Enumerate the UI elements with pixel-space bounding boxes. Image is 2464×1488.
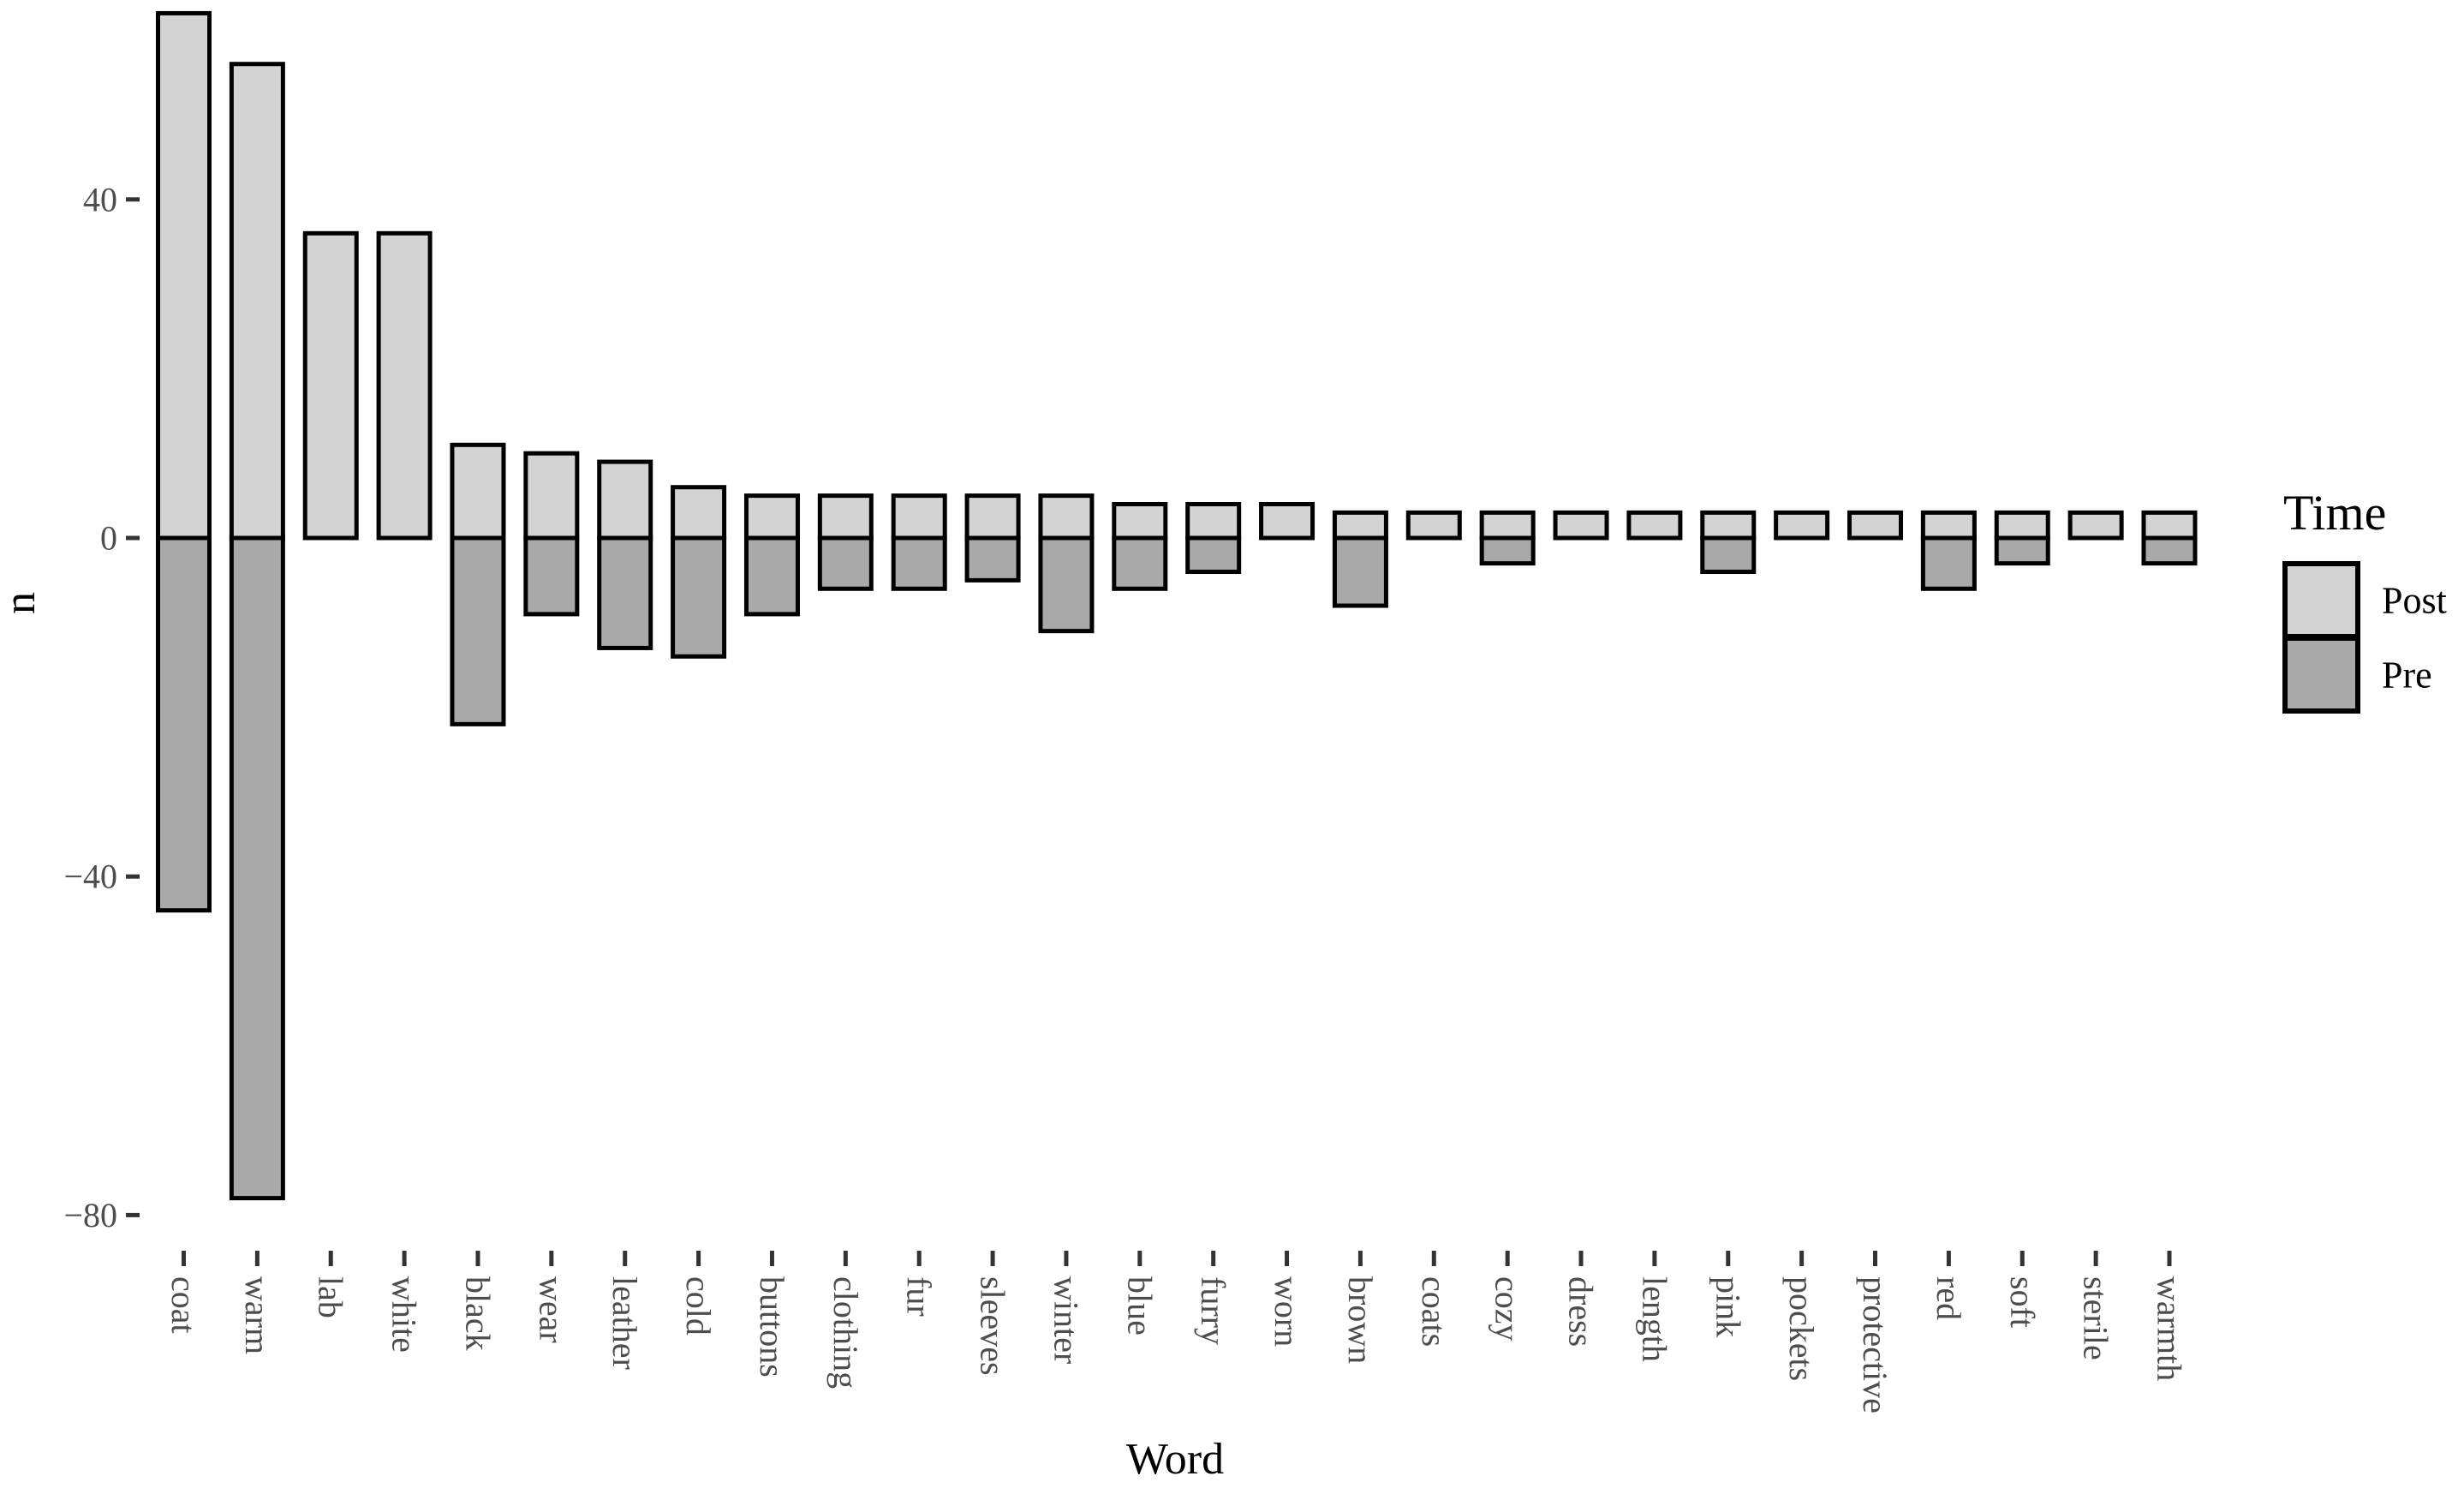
x-axis-label-worn: worn: [1268, 1276, 1306, 1347]
bar-post-blue: [1112, 501, 1168, 541]
bar-pre-wear: [523, 535, 580, 617]
x-axis-label-warm: warm: [238, 1276, 277, 1354]
bar-post-fur: [891, 493, 947, 541]
bar-post-clothing: [817, 493, 874, 541]
legend-key-post: [2282, 561, 2360, 639]
x-axis-label-sterile: sterile: [2077, 1276, 2115, 1360]
bar-post-pink: [1700, 510, 1757, 541]
x-axis-label-warmth: warmth: [2150, 1276, 2188, 1381]
x-axis-label-winter: winter: [1047, 1276, 1085, 1364]
bar-post-warm: [229, 62, 285, 541]
bar-pre-warmth: [2141, 535, 2198, 566]
x-axis-label-pink: pink: [1709, 1276, 1747, 1337]
x-axis-label-white: white: [385, 1276, 424, 1353]
x-axis-label-sleeves: sleeves: [974, 1276, 1012, 1376]
bar-pre-blue: [1112, 535, 1168, 591]
bar-pre-pink: [1700, 535, 1757, 575]
y-axis-tick-label: 0: [100, 519, 117, 558]
bar-post-winter: [1038, 493, 1095, 541]
x-axis-label-coats: coats: [1415, 1276, 1453, 1347]
bar-post-sleeves: [964, 493, 1021, 541]
x-axis-label-red: red: [1930, 1276, 1968, 1320]
x-axis-label-coat: coat: [164, 1276, 203, 1334]
bar-post-red: [1920, 510, 1977, 541]
y-axis-title: n: [0, 592, 45, 614]
x-axis-label-clothing: clothing: [826, 1276, 865, 1389]
x-axis-label-brown: brown: [1341, 1276, 1380, 1364]
y-axis-tick-label: −80: [63, 1196, 117, 1234]
legend-title: Time: [2283, 485, 2386, 541]
bar-pre-cozy: [1479, 535, 1536, 566]
y-axis-tick-label: −40: [63, 858, 117, 896]
x-axis-label-wear: wear: [532, 1276, 570, 1343]
bar-post-brown: [1332, 510, 1388, 541]
legend-key-pre: [2282, 636, 2360, 714]
bar-post-buttons: [743, 493, 800, 541]
legend-label-post: Post: [2382, 580, 2447, 622]
x-axis-label-length: length: [1635, 1276, 1673, 1362]
legend-label-pre: Pre: [2382, 654, 2432, 696]
bar-pre-clothing: [817, 535, 874, 591]
bar-pre-soft: [1994, 535, 2050, 566]
bar-pre-sleeves: [964, 535, 1021, 583]
bar-post-leather: [597, 459, 653, 541]
bar-post-pockets: [1774, 510, 1830, 541]
bar-post-coats: [1405, 510, 1462, 541]
bar-post-coat: [156, 10, 212, 541]
bar-post-black: [450, 442, 506, 541]
bar-post-lab: [302, 230, 359, 541]
bar-post-sterile: [2067, 510, 2124, 541]
x-axis-label-cold: cold: [679, 1276, 718, 1336]
bar-pre-buttons: [743, 535, 800, 617]
bar-pre-leather: [597, 535, 653, 650]
bar-pre-brown: [1332, 535, 1388, 608]
x-axis-label-furry: furry: [1194, 1276, 1232, 1345]
bar-post-furry: [1185, 501, 1242, 541]
x-axis-label-dress: dress: [1562, 1276, 1601, 1347]
bar-post-warmth: [2141, 510, 2198, 541]
bar-post-white: [376, 230, 433, 541]
x-axis-label-lab: lab: [312, 1276, 350, 1318]
x-axis-label-cozy: cozy: [1489, 1276, 1527, 1342]
y-axis-tick-label: 40: [83, 180, 117, 218]
bar-pre-black: [450, 535, 506, 726]
bar-pre-cold: [671, 535, 727, 659]
bar-pre-winter: [1038, 535, 1095, 634]
x-axis-label-buttons: buttons: [753, 1276, 791, 1377]
bar-pre-red: [1920, 535, 1977, 591]
x-axis-label-blue: blue: [1120, 1276, 1159, 1336]
bar-post-worn: [1259, 501, 1316, 541]
bar-pre-fur: [891, 535, 947, 591]
bar-pre-warm: [229, 535, 285, 1201]
x-axis-label-soft: soft: [2003, 1276, 2042, 1328]
bar-post-protective: [1847, 510, 1904, 541]
bar-post-cozy: [1479, 510, 1536, 541]
x-axis-label-black: black: [458, 1276, 497, 1351]
x-axis-label-fur: fur: [900, 1276, 939, 1317]
x-axis-label-pockets: pockets: [1782, 1276, 1821, 1381]
bar-post-wear: [523, 451, 580, 541]
bar-post-soft: [1994, 510, 2050, 541]
bar-pre-coat: [156, 535, 212, 913]
bar-post-dress: [1553, 510, 1609, 541]
bar-pre-furry: [1185, 535, 1242, 575]
bar-post-length: [1626, 510, 1683, 541]
x-axis-title: Word: [1126, 1435, 1224, 1484]
bar-post-cold: [671, 485, 727, 541]
x-axis-label-leather: leather: [606, 1276, 644, 1370]
x-axis-label-protective: protective: [1856, 1276, 1894, 1413]
